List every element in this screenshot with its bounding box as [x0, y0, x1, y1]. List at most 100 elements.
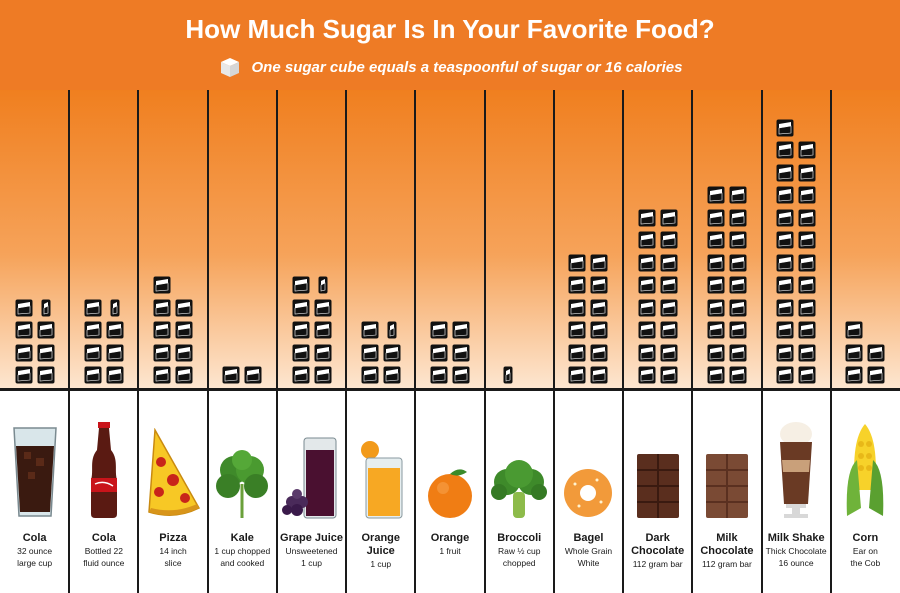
- sugar-cube: [222, 366, 240, 384]
- sugar-cube-stack: [554, 90, 623, 388]
- sugar-cube: [452, 321, 470, 339]
- sugar-cube: [798, 344, 816, 362]
- sugar-cube: [776, 119, 794, 137]
- sugar-cube: [568, 366, 586, 384]
- sugar-cube: [15, 366, 33, 384]
- sugar-cube: [314, 321, 332, 339]
- sugar-cube: [503, 366, 521, 384]
- sugar-cube: [37, 321, 55, 339]
- sugar-cube: [590, 366, 608, 384]
- sugar-cube-icon: [220, 58, 239, 77]
- sugar-cube: [590, 276, 608, 294]
- food-name: Orange: [430, 532, 470, 544]
- sugar-cube: [84, 321, 102, 339]
- sugar-cube: [15, 344, 33, 362]
- corn-icon: [843, 420, 887, 520]
- sugar-cube: [845, 321, 863, 339]
- sugar-cube: [776, 164, 794, 182]
- food-column: Broccoli Raw ½ cup chopped: [484, 90, 554, 593]
- sugar-cube: [638, 254, 656, 272]
- sugar-cube: [292, 344, 310, 362]
- food-name: Milk Chocolate: [700, 532, 754, 557]
- food-serving: 1 fruit: [439, 546, 461, 556]
- food-columns: Cola 32 ounce large cup Cola Bottled 22 fl…: [0, 90, 900, 593]
- sugar-cube: [590, 321, 608, 339]
- sugar-cube: [798, 186, 816, 204]
- food-label: Milk Shake Thick Chocolate 16 ounce: [762, 532, 831, 569]
- sugar-cube: [568, 344, 586, 362]
- column-background: [415, 90, 485, 390]
- sugar-cube: [175, 366, 193, 384]
- milkshake-icon: [774, 420, 818, 520]
- food-panel: [830, 390, 900, 593]
- sugar-cube: [387, 321, 405, 339]
- kale-icon: [214, 448, 270, 520]
- dark-chocolate-icon: [635, 452, 681, 520]
- orange-icon: [425, 464, 475, 520]
- sugar-cube: [776, 299, 794, 317]
- food-name: Broccoli: [497, 532, 542, 544]
- sugar-cube: [798, 366, 816, 384]
- food-serving: Raw ½ cup chopped: [497, 546, 541, 568]
- sugar-cube-stack: [415, 90, 484, 388]
- page-subtitle: One sugar cube equals a teaspoonful of s…: [251, 58, 683, 76]
- sugar-cube: [106, 366, 124, 384]
- column-divider: [691, 90, 694, 593]
- sugar-cube: [37, 366, 55, 384]
- column-background: [276, 90, 347, 390]
- sugar-cube: [776, 254, 794, 272]
- grape-juice-icon: [281, 436, 342, 520]
- food-illustration: [138, 408, 207, 520]
- food-serving: 112 gram bar: [701, 559, 752, 569]
- sugar-cube-stack: [346, 90, 415, 388]
- food-illustration: [0, 408, 69, 520]
- sugar-cube: [37, 344, 55, 362]
- sugar-cube: [292, 299, 310, 317]
- food-name: Cola: [22, 532, 47, 544]
- sugar-cube: [106, 321, 124, 339]
- cola-glass-icon: [10, 424, 60, 520]
- food-label: Dark Chocolate 112 gram bar: [623, 532, 692, 570]
- food-serving: 14 inch slice: [159, 546, 187, 568]
- food-column: Pizza 14 inch slice: [138, 90, 208, 593]
- sugar-cube: [776, 366, 794, 384]
- sugar-cube: [798, 321, 816, 339]
- column-background: [138, 90, 208, 390]
- food-label: Broccoli Raw ½ cup chopped: [485, 532, 554, 569]
- food-column: Orange Juice 1 cup: [346, 90, 416, 593]
- sugar-cube: [430, 344, 448, 362]
- food-label: Kale 1 cup chopped and cooked: [208, 532, 277, 569]
- food-column: Orange 1 fruit: [415, 90, 485, 593]
- sugar-cube: [106, 344, 124, 362]
- sugar-cube: [452, 344, 470, 362]
- food-column: Kale 1 cup chopped and cooked: [207, 90, 277, 593]
- sugar-cube: [153, 276, 171, 294]
- sugar-cube: [153, 366, 171, 384]
- column-background: [0, 90, 70, 390]
- sugar-cube: [84, 299, 102, 317]
- food-column: Milk Chocolate 112 gram bar: [692, 90, 762, 593]
- sugar-cube: [638, 344, 656, 362]
- sugar-cube: [660, 276, 678, 294]
- sugar-cube: [318, 276, 336, 294]
- food-label: Orange 1 fruit: [415, 532, 484, 557]
- food-serving: 1 cup: [370, 559, 392, 569]
- subtitle-row: One sugar cube equals a teaspoonful of s…: [0, 56, 900, 78]
- sugar-cube: [244, 366, 262, 384]
- sugar-cube: [638, 321, 656, 339]
- sugar-cube: [153, 299, 171, 317]
- column-background: [207, 90, 277, 390]
- food-serving: Whole Grain White: [564, 546, 613, 568]
- sugar-cube-stack: [138, 90, 207, 388]
- sugar-cube: [314, 344, 332, 362]
- food-illustration: [346, 408, 415, 520]
- sugar-cube: [568, 254, 586, 272]
- sugar-cube: [707, 299, 725, 317]
- food-label: Cola 32 ounce large cup: [0, 532, 69, 569]
- food-label: Milk Chocolate 112 gram bar: [692, 532, 761, 570]
- sugar-cube: [776, 141, 794, 159]
- sugar-cube: [776, 186, 794, 204]
- sugar-cube: [798, 141, 816, 159]
- sugar-cube-stack: [762, 90, 831, 388]
